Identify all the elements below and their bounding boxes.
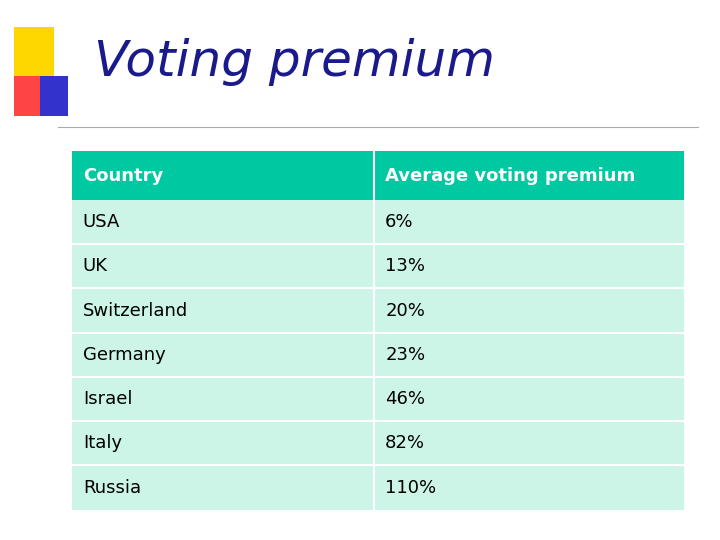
Text: 46%: 46% bbox=[385, 390, 426, 408]
Text: 13%: 13% bbox=[385, 257, 426, 275]
Text: 82%: 82% bbox=[385, 434, 426, 453]
FancyBboxPatch shape bbox=[14, 27, 54, 76]
Text: Russia: Russia bbox=[83, 478, 141, 497]
Text: Germany: Germany bbox=[83, 346, 166, 364]
Text: Italy: Italy bbox=[83, 434, 122, 453]
Text: 20%: 20% bbox=[385, 301, 425, 320]
Text: Country: Country bbox=[83, 166, 163, 185]
FancyBboxPatch shape bbox=[72, 151, 684, 200]
FancyBboxPatch shape bbox=[72, 377, 684, 421]
FancyBboxPatch shape bbox=[72, 421, 684, 465]
FancyBboxPatch shape bbox=[72, 288, 684, 333]
FancyBboxPatch shape bbox=[72, 200, 684, 244]
Text: Voting premium: Voting premium bbox=[94, 38, 495, 86]
FancyBboxPatch shape bbox=[40, 76, 68, 116]
Text: Israel: Israel bbox=[83, 390, 132, 408]
FancyBboxPatch shape bbox=[72, 333, 684, 377]
Text: USA: USA bbox=[83, 213, 120, 231]
Text: 6%: 6% bbox=[385, 213, 414, 231]
FancyBboxPatch shape bbox=[72, 465, 684, 510]
Text: Switzerland: Switzerland bbox=[83, 301, 188, 320]
FancyBboxPatch shape bbox=[72, 244, 684, 288]
Text: 110%: 110% bbox=[385, 478, 436, 497]
FancyBboxPatch shape bbox=[14, 76, 43, 116]
Text: Average voting premium: Average voting premium bbox=[385, 166, 636, 185]
Text: UK: UK bbox=[83, 257, 108, 275]
Text: 23%: 23% bbox=[385, 346, 426, 364]
